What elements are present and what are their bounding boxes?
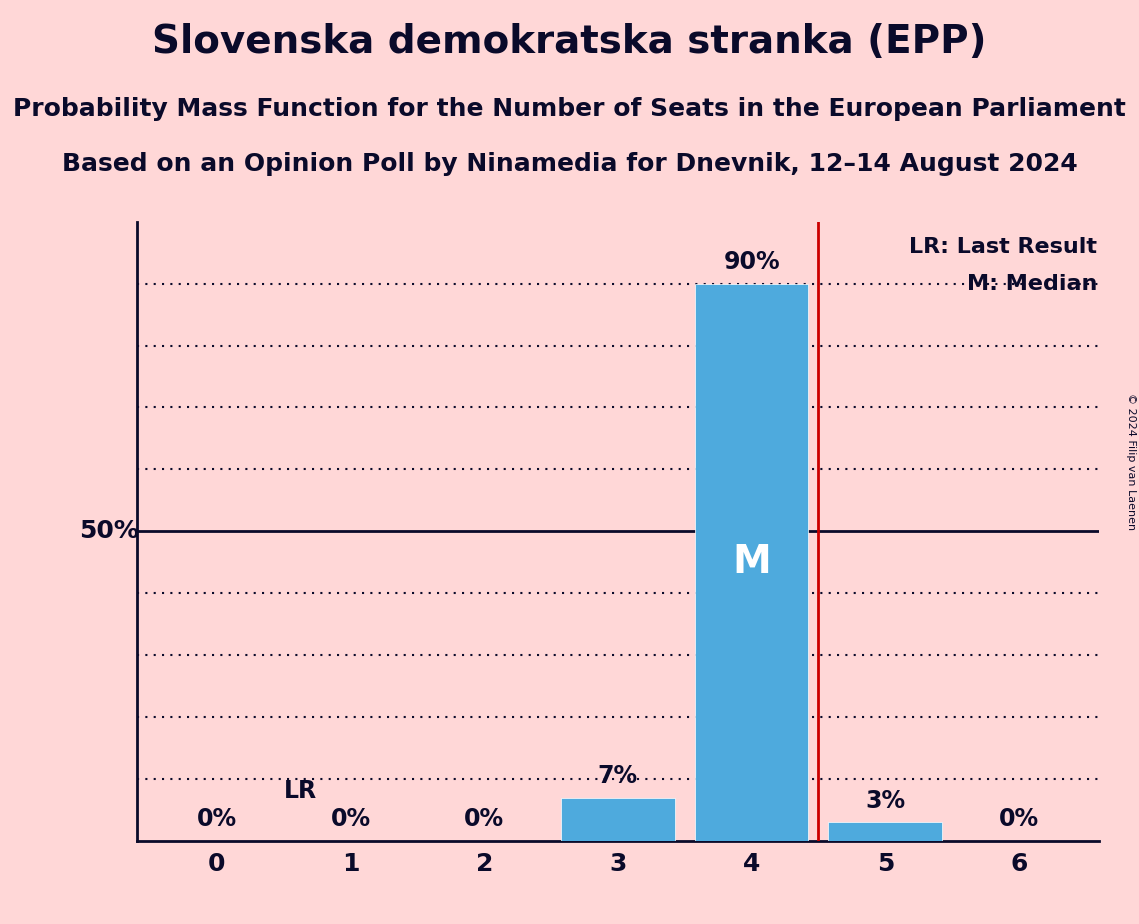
Text: 0%: 0% [999,808,1039,832]
Text: © 2024 Filip van Laenen: © 2024 Filip van Laenen [1126,394,1136,530]
Text: 0%: 0% [330,808,370,832]
Text: M: M [732,543,771,581]
Text: 0%: 0% [465,808,505,832]
Text: 50%: 50% [80,519,139,543]
Text: Probability Mass Function for the Number of Seats in the European Parliament: Probability Mass Function for the Number… [13,97,1126,121]
Text: Slovenska demokratska stranka (EPP): Slovenska demokratska stranka (EPP) [153,23,986,61]
Bar [562,797,674,841]
Text: Based on an Opinion Poll by Ninamedia for Dnevnik, 12–14 August 2024: Based on an Opinion Poll by Ninamedia fo… [62,152,1077,176]
Bar [695,284,809,841]
Text: 7%: 7% [598,764,638,788]
Bar [828,822,942,841]
Text: LR: LR [284,779,317,803]
Text: 90%: 90% [723,250,780,274]
Text: LR: Last Result: LR: Last Result [909,237,1097,257]
Text: 3%: 3% [866,789,906,813]
Text: M: Median: M: Median [967,274,1097,295]
Text: 0%: 0% [197,808,237,832]
